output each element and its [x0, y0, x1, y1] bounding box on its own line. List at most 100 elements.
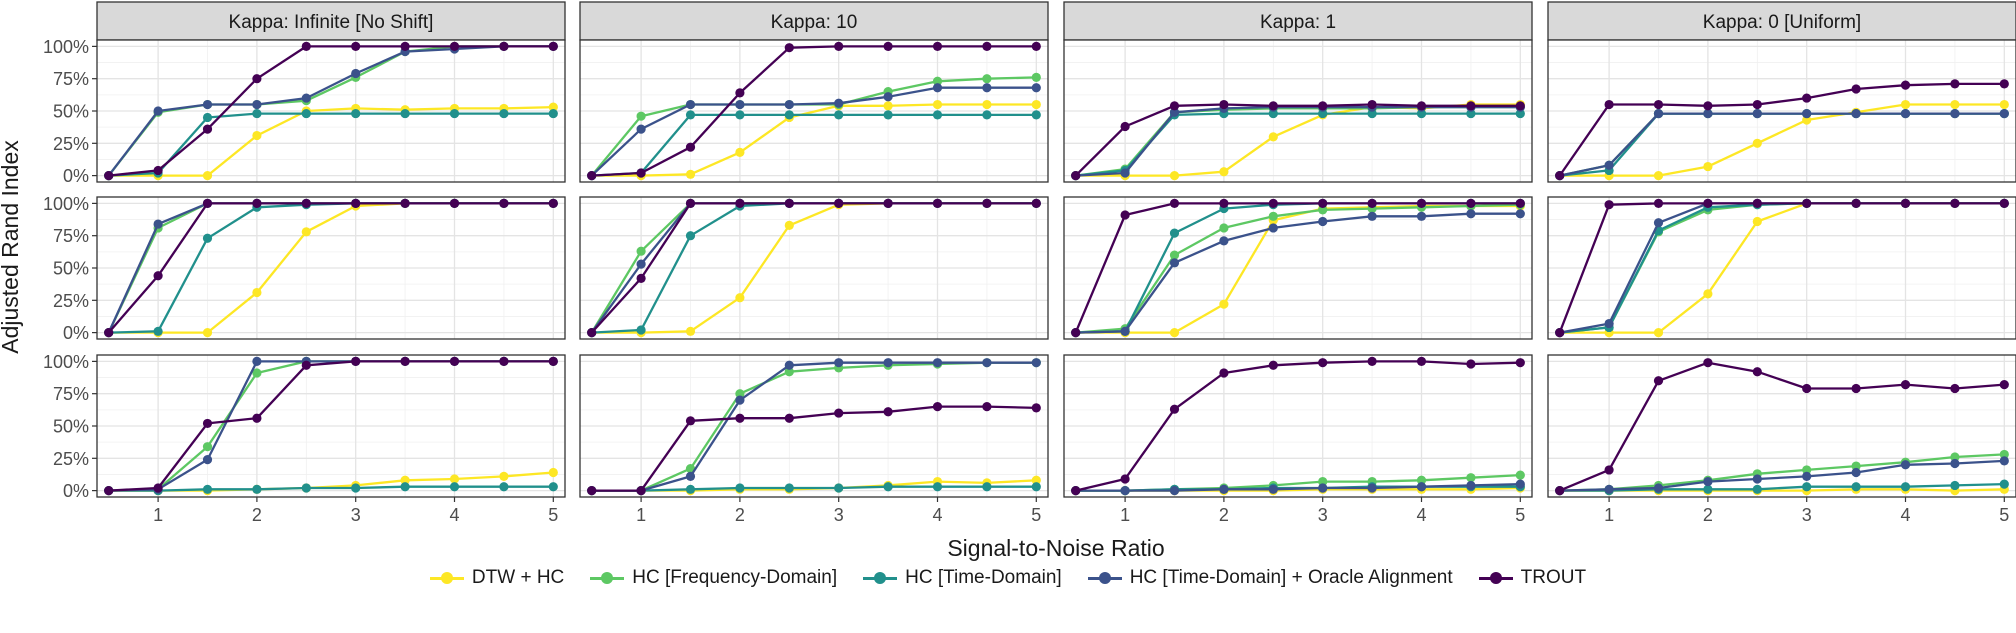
data-point — [1555, 486, 1565, 496]
y-tick-label: 25% — [53, 291, 89, 311]
data-point — [982, 358, 992, 368]
series-line — [108, 485, 554, 492]
data-point — [883, 358, 893, 368]
data-point — [1466, 480, 1476, 491]
data-point — [932, 198, 943, 208]
data-point — [153, 106, 163, 116]
data-point — [636, 259, 646, 269]
data-point — [1219, 167, 1229, 177]
data-point — [1999, 449, 2009, 460]
data-point — [1653, 108, 1664, 119]
legend-item: HC [Time-Domain] — [863, 567, 1062, 589]
facet-panel — [96, 39, 566, 183]
data-point — [1703, 108, 1713, 119]
panel-border — [579, 39, 1049, 183]
data-point — [1120, 168, 1130, 178]
x-tick-label: 3 — [1802, 505, 1812, 525]
data-point — [1318, 483, 1328, 493]
series-line — [108, 45, 554, 177]
data-point — [1900, 99, 1911, 110]
data-point — [548, 102, 558, 112]
y-tick-label: 50% — [53, 259, 89, 279]
data-point — [1555, 171, 1565, 181]
data-point — [784, 43, 794, 53]
x-tick-label: 5 — [548, 505, 558, 525]
data-point — [1950, 79, 1960, 89]
series-line — [1559, 453, 2005, 492]
legend-label: HC [Frequency-Domain] — [632, 567, 838, 588]
data-point — [202, 171, 213, 181]
facet-panel — [1063, 196, 1533, 340]
data-point — [982, 198, 992, 208]
data-point — [1703, 289, 1713, 299]
x-tick-label: 5 — [1515, 505, 1525, 525]
data-point — [548, 198, 558, 208]
data-point — [685, 231, 696, 241]
data-point — [932, 83, 943, 93]
data-point — [883, 407, 893, 417]
data-point — [301, 93, 311, 103]
data-point — [400, 482, 410, 492]
facet-strip-label: Kappa: 0 [Uniform] — [1703, 12, 1861, 33]
data-point — [153, 219, 163, 229]
facet-panel — [1063, 354, 1533, 498]
data-point — [1752, 138, 1762, 148]
data-point — [202, 328, 213, 338]
data-point — [1653, 376, 1664, 386]
facet-strip — [96, 1, 566, 41]
series-line — [591, 485, 1037, 492]
data-point — [548, 482, 558, 492]
facet-panel — [1547, 196, 2016, 340]
data-point — [1851, 84, 1861, 94]
data-point — [1219, 484, 1229, 494]
legend-item: HC [Frequency-Domain] — [590, 567, 837, 589]
y-tick-label: 25% — [53, 449, 89, 469]
x-tick-label: 4 — [1900, 505, 1910, 525]
data-point — [834, 408, 844, 418]
data-point — [202, 124, 213, 134]
data-point — [400, 356, 410, 366]
data-point — [1999, 380, 2009, 390]
series-line — [1558, 82, 2005, 177]
x-tick-label: 5 — [1031, 505, 1041, 525]
legend-key-icon — [590, 571, 625, 585]
data-point — [735, 413, 745, 423]
data-point — [1950, 198, 1960, 208]
panel-border — [1547, 39, 2016, 183]
data-point — [1515, 198, 1525, 208]
data-point — [499, 198, 509, 208]
data-point — [1416, 108, 1427, 119]
data-point — [1466, 198, 1476, 208]
series-line — [1074, 202, 1521, 334]
data-point — [301, 198, 311, 208]
data-point — [735, 293, 745, 303]
series-line — [590, 202, 1037, 334]
data-point — [1999, 198, 2009, 208]
data-point — [1555, 328, 1565, 338]
series-line — [108, 105, 554, 177]
data-point — [1950, 458, 1960, 469]
data-point — [1031, 83, 1041, 93]
data-point — [1120, 210, 1130, 220]
data-point — [548, 467, 558, 478]
data-point — [1071, 171, 1081, 181]
data-point — [1416, 198, 1427, 208]
x-tick-label: 1 — [1604, 505, 1614, 525]
data-point — [932, 41, 943, 51]
y-tick-label: 50% — [53, 417, 89, 437]
series-line — [1074, 103, 1521, 177]
data-point — [301, 483, 311, 493]
data-point — [1515, 108, 1525, 119]
facet-panel — [1547, 354, 2016, 498]
data-point — [1219, 368, 1229, 378]
legend-item: DTW + HC — [429, 567, 564, 589]
series-line — [1075, 482, 1521, 492]
data-point — [685, 169, 696, 179]
data-point — [1031, 41, 1041, 51]
data-point — [685, 99, 696, 110]
data-point — [1318, 101, 1328, 111]
data-point — [153, 326, 163, 336]
data-point — [1120, 121, 1130, 132]
series-line — [1559, 459, 2005, 492]
data-point — [202, 418, 213, 429]
